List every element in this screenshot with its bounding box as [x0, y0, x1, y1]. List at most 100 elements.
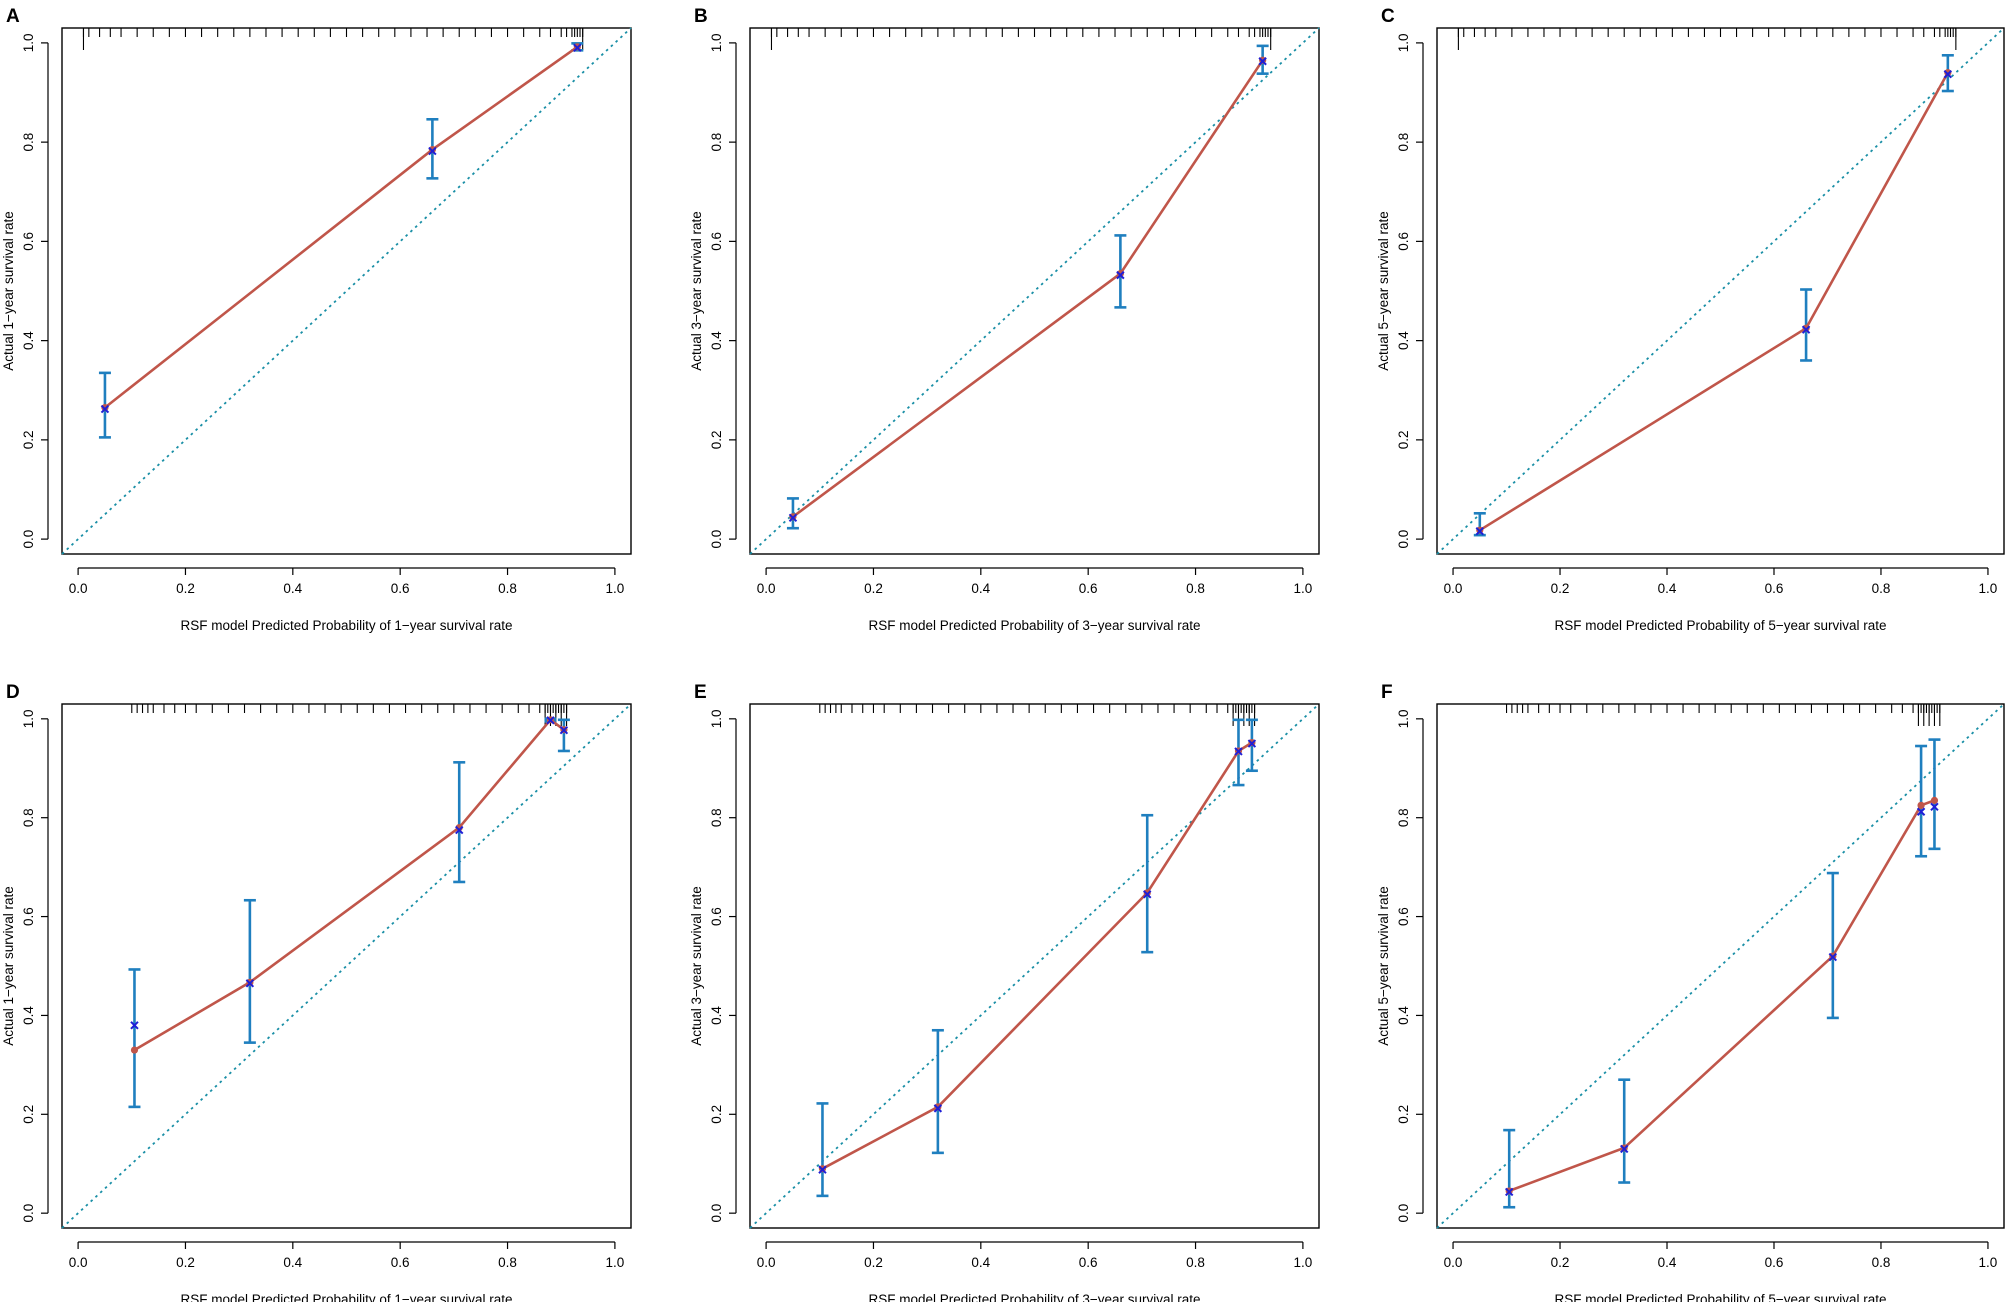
calibration-point [1930, 796, 1939, 804]
x-tick-label: 0.8 [498, 581, 517, 596]
y-tick-label: 0.2 [1396, 430, 1411, 449]
x-tick-label: 0.8 [1186, 1255, 1205, 1270]
y-tick-label: 0.4 [21, 1006, 36, 1025]
observed-cross-mark [245, 979, 255, 988]
y-tick-label: 0.6 [709, 232, 724, 251]
calibration-point [1944, 69, 1952, 77]
y-tick-label: 0.0 [1396, 530, 1411, 549]
panel-letter: D [6, 682, 20, 703]
x-tick-label: 0.6 [1079, 1255, 1098, 1270]
x-tick-label: 1.0 [1294, 1255, 1313, 1270]
x-tick-label: 0.6 [1765, 1255, 1784, 1270]
panel-letter: F [1381, 682, 1393, 703]
x-tick-label: 1.0 [1979, 581, 1998, 596]
calibration-point [130, 1046, 139, 1054]
x-tick-label: 0.2 [1551, 1255, 1570, 1270]
x-tick-label: 0.0 [1444, 1255, 1463, 1270]
y-axis-title: Actual 1−year survival rate [1, 211, 16, 370]
y-tick-label: 0.2 [709, 1105, 724, 1124]
calibration-point [1802, 324, 1810, 332]
x-tick-label: 0.0 [757, 1255, 776, 1270]
calibration-point [1116, 270, 1124, 278]
observed-cross-mark [1801, 325, 1811, 334]
y-tick-label: 0.2 [21, 1105, 36, 1124]
y-axis-title: Actual 5−year survival rate [1376, 886, 1391, 1045]
y-tick-label: 0.2 [1396, 1105, 1411, 1124]
y-tick-label: 0.4 [1396, 1006, 1411, 1025]
observed-cross-mark [1620, 1144, 1629, 1154]
panel-c: C 0.0 0.2 0.4 0.6 0.8 1.0 0.0 0.2 0.4 0.6 0.8 1.0 RSF… [1376, 6, 2005, 633]
observed-cross-mark [130, 1021, 139, 1030]
observed-cross-mark [1116, 270, 1125, 280]
y-tick-label: 0.0 [21, 530, 36, 549]
x-tick-label: 0.4 [971, 1255, 990, 1270]
y-tick-label: 0.4 [1396, 331, 1411, 350]
ideal-reference-line [1436, 27, 2005, 555]
x-tick-label: 0.2 [176, 581, 195, 596]
observed-cross-mark [428, 146, 437, 156]
y-tick-label: 0.4 [709, 1006, 724, 1025]
x-axis-title: RSF model Predicted Probability of 3−yea… [868, 1292, 1200, 1302]
ideal-reference-line [749, 703, 1320, 1229]
plot-frame [749, 703, 1320, 1229]
observed-cross-mark [1930, 802, 1939, 812]
x-axis-title: RSF model Predicted Probability of 1−yea… [180, 1292, 512, 1302]
x-tick-label: 0.2 [864, 581, 883, 596]
observed-cross-mark [1943, 69, 1953, 79]
y-tick-label: 0.4 [21, 331, 36, 350]
x-tick-label: 0.4 [1658, 1255, 1677, 1270]
y-tick-label: 0.0 [21, 1204, 36, 1223]
x-tick-label: 0.6 [1765, 581, 1784, 596]
x-tick-label: 0.2 [1551, 581, 1570, 596]
y-tick-label: 1.0 [21, 709, 36, 728]
panel-d: D 0.0 0.2 0.4 0.6 0.8 1.0 0.0 0.2 0.4 0.6 0.8 1.0 RSF… [1, 682, 632, 1302]
panel-b: B 0.0 0.2 0.4 0.6 0.8 1.0 0.0 0.2 0.4 0.6 0.8 1.0 RSF… [689, 6, 1320, 633]
y-tick-label: 0.8 [21, 808, 36, 827]
y-axis-title: Actual 5−year survival rate [1376, 211, 1391, 370]
observed-cross-mark [1505, 1187, 1514, 1197]
x-axis-title: RSF model Predicted Probability of 3−yea… [868, 618, 1200, 633]
y-tick-label: 0.6 [709, 907, 724, 926]
observed-cross-mark [559, 725, 569, 735]
observed-cross-mark [1475, 526, 1484, 536]
calibration-point [1917, 801, 1925, 809]
x-tick-label: 0.8 [1872, 1255, 1891, 1270]
y-axis-title: Actual 1−year survival rate [1, 886, 16, 1045]
y-tick-label: 1.0 [1396, 709, 1411, 728]
observed-cross-mark [1143, 890, 1152, 899]
y-tick-label: 1.0 [709, 33, 724, 52]
x-tick-label: 0.6 [1079, 581, 1098, 596]
panel-e: E 0.0 0.2 0.4 0.6 0.8 1.0 0.0 0.2 0.4 0.6 0.8 1.0 RSF… [689, 682, 1320, 1302]
x-tick-label: 0.4 [283, 581, 302, 596]
x-tick-label: 0.6 [391, 581, 410, 596]
panel-letter: C [1381, 6, 1395, 27]
y-tick-label: 1.0 [1396, 33, 1411, 52]
x-tick-label: 0.2 [864, 1255, 883, 1270]
calibration-point [101, 404, 109, 412]
y-tick-label: 0.0 [709, 530, 724, 549]
x-tick-label: 0.0 [757, 581, 776, 596]
x-tick-label: 0.8 [1186, 581, 1205, 596]
y-tick-label: 0.2 [709, 430, 724, 449]
x-tick-label: 0.8 [498, 1255, 517, 1270]
calibration-point [934, 1103, 942, 1111]
x-tick-label: 1.0 [1294, 581, 1313, 596]
y-tick-label: 0.6 [21, 232, 36, 251]
x-axis-title: RSF model Predicted Probability of 1−yea… [180, 618, 512, 633]
panel-letter: B [694, 6, 708, 27]
y-tick-label: 0.6 [21, 907, 36, 926]
panel-letter: E [694, 682, 707, 703]
x-tick-label: 0.0 [69, 581, 88, 596]
observed-cross-mark [1234, 747, 1243, 756]
y-tick-label: 0.4 [709, 331, 724, 350]
observed-cross-mark [933, 1104, 943, 1113]
x-tick-label: 0.8 [1872, 581, 1891, 596]
x-tick-label: 1.0 [606, 581, 625, 596]
x-tick-label: 0.2 [176, 1255, 195, 1270]
observed-cross-mark [1916, 807, 1926, 816]
y-axis-title: Actual 3−year survival rate [689, 211, 704, 370]
x-tick-label: 0.4 [971, 581, 990, 596]
y-tick-label: 0.8 [1396, 808, 1411, 827]
